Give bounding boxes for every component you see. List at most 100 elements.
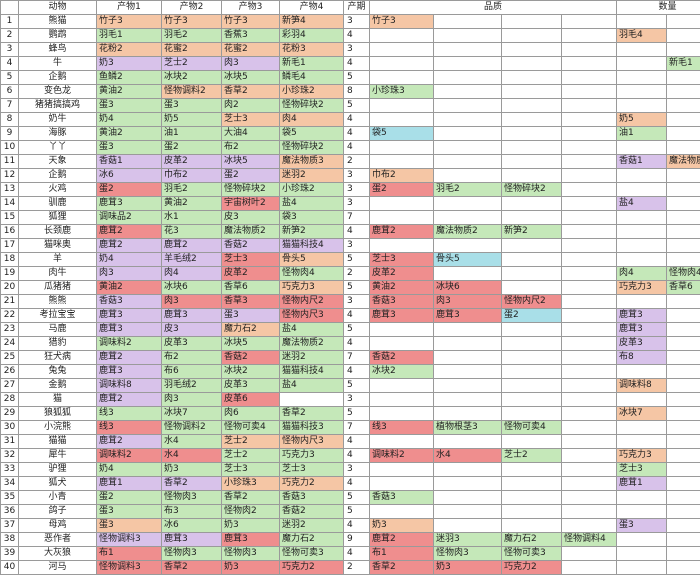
product-cell: 皮革3 xyxy=(221,378,280,393)
animal-name: 猫 xyxy=(18,392,97,407)
product-cell: 鹿茸2 xyxy=(96,238,162,253)
quantity-cell xyxy=(616,364,668,379)
quantity-cell: 肉4 xyxy=(616,266,668,281)
production-period: 5 xyxy=(343,378,370,393)
quality-cell xyxy=(433,168,502,183)
table-body: 1 熊猫 竹子3 竹子3 竹子3 新笋4 3 竹子3 2 鹦鹉 羽毛1 羽毛2 香蕉3 彩羽4 4 羽毛4 3 蜂… xyxy=(0,14,700,575)
product-cell: 皮3 xyxy=(221,210,280,225)
product-cell: 蛋3 xyxy=(96,98,162,113)
animal-name: 羊 xyxy=(18,252,97,267)
quantity-cell xyxy=(616,224,668,239)
quality-cell: 怪物调料4 xyxy=(560,532,618,547)
production-period: 3 xyxy=(343,294,370,309)
product-cell: 肉3 xyxy=(221,56,280,71)
quantity-cell xyxy=(666,210,700,225)
quantity-cell xyxy=(666,406,700,421)
product-cell: 怪物可卖3 xyxy=(279,546,344,561)
production-period: 4 xyxy=(343,28,370,43)
quality-cell: 调味料2 xyxy=(369,448,434,463)
quality-cell: 骨头5 xyxy=(433,252,502,267)
quality-cell xyxy=(560,392,618,407)
product-cell: 皮革3 xyxy=(161,336,222,351)
product-cell: 怪物肉2 xyxy=(221,504,280,519)
product-cell: 鹿茸3 xyxy=(221,532,280,547)
product-cell: 怪物碎块2 xyxy=(221,182,280,197)
product-cell: 冰6 xyxy=(161,518,222,533)
table-row: 31 猫猫 鹿茸2 水4 芝士2 怪物内尺3 4 xyxy=(0,434,700,449)
quality-cell xyxy=(560,112,618,127)
production-period: 5 xyxy=(343,98,370,113)
product-cell: 蛋2 xyxy=(221,168,280,183)
quantity-cell xyxy=(616,140,668,155)
quality-cell xyxy=(501,28,562,43)
product-cell: 蛋2 xyxy=(161,140,222,155)
row-index: 5 xyxy=(0,70,19,85)
product-cell: 皮革2 xyxy=(221,266,280,281)
quantity-cell: 布8 xyxy=(616,350,668,365)
quality-cell xyxy=(501,140,562,155)
row-index: 31 xyxy=(0,434,19,449)
product-cell: 蛋3 xyxy=(96,518,162,533)
quality-cell xyxy=(369,238,434,253)
production-period: 7 xyxy=(343,350,370,365)
quality-cell xyxy=(369,504,434,519)
quality-cell xyxy=(560,252,618,267)
production-period: 3 xyxy=(343,182,370,197)
quantity-cell xyxy=(616,294,668,309)
product-cell: 鹿茸1 xyxy=(96,476,162,491)
table-row: 15 狐狸 调味品2 水1 皮3 袋3 7 xyxy=(0,210,700,225)
quality-cell xyxy=(560,56,618,71)
production-period: 5 xyxy=(343,406,370,421)
table-row: 10 丫丫 蛋3 蛋2 布2 怪物碎块2 4 xyxy=(0,140,700,155)
table-row: 6 变色龙 黄油2 怪物调料2 香草2 小珍珠2 8 小珍珠3 xyxy=(0,84,700,99)
product-cell: 鹿茸2 xyxy=(161,238,222,253)
product-cell: 羊毛绒2 xyxy=(161,252,222,267)
quality-cell xyxy=(560,70,618,85)
quality-cell xyxy=(433,70,502,85)
product-cell: 花蜜2 xyxy=(221,42,280,57)
quality-cell: 新笋2 xyxy=(501,224,562,239)
animal-name: 企鹅 xyxy=(18,168,97,183)
row-index: 35 xyxy=(0,490,19,505)
quantity-cell xyxy=(666,182,700,197)
animal-name: 考拉宝宝 xyxy=(18,308,97,323)
product-cell: 调味料8 xyxy=(96,378,162,393)
product-cell: 奶3 xyxy=(96,56,162,71)
quality-cell: 黄油2 xyxy=(369,280,434,295)
quality-cell xyxy=(560,448,618,463)
quantity-cell xyxy=(666,140,700,155)
row-index: 38 xyxy=(0,532,19,547)
quality-cell: 蛋2 xyxy=(369,182,434,197)
quality-cell xyxy=(433,266,502,281)
product-cell: 魔法物质3 xyxy=(279,154,344,169)
quality-cell: 怪物碎块2 xyxy=(501,182,562,197)
animal-name: 狐狸 xyxy=(18,210,97,225)
quantity-cell xyxy=(666,238,700,253)
product-cell: 皮3 xyxy=(161,322,222,337)
product-cell: 怪物碎块2 xyxy=(279,140,344,155)
quality-cell xyxy=(433,322,502,337)
production-period: 4 xyxy=(343,476,370,491)
animal-name: 鹦鹉 xyxy=(18,28,97,43)
product-cell: 新毛1 xyxy=(279,56,344,71)
product-cell: 香草2 xyxy=(279,406,344,421)
product-cell: 怪物肉4 xyxy=(279,266,344,281)
header-period: 产期 xyxy=(343,0,370,15)
quality-cell xyxy=(560,560,618,575)
quality-cell: 皮革2 xyxy=(369,266,434,281)
table-row: 30 小浣熊 线3 怪物调料2 怪物可卖4 猫猫科技3 7 线3 植物根茎3 怪物可卖4 xyxy=(0,420,700,435)
row-index: 19 xyxy=(0,266,19,281)
quality-cell xyxy=(501,56,562,71)
quality-cell xyxy=(501,196,562,211)
product-cell: 怪物肉3 xyxy=(161,546,222,561)
quality-cell xyxy=(433,378,502,393)
product-cell: 奶3 xyxy=(221,518,280,533)
quantity-cell: 鹿茸3 xyxy=(616,308,668,323)
quality-cell: 植物根茎3 xyxy=(433,420,502,435)
animal-name: 火鸡 xyxy=(18,182,97,197)
row-index: 27 xyxy=(0,378,19,393)
quality-cell xyxy=(560,98,618,113)
quality-cell xyxy=(560,14,618,29)
quantity-cell xyxy=(666,476,700,491)
product-cell: 巧克力2 xyxy=(279,560,344,575)
